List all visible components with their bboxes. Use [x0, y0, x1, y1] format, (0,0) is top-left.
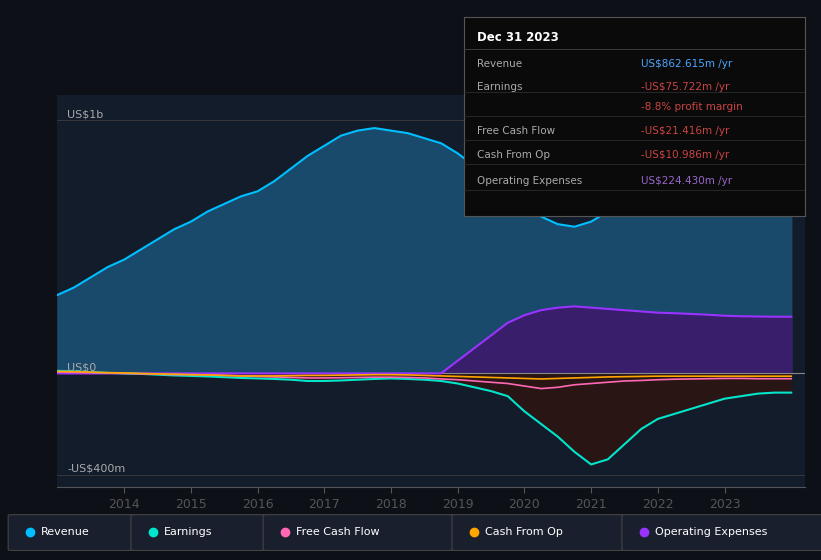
Text: -US$400m: -US$400m	[67, 463, 126, 473]
Text: -US$75.722m /yr: -US$75.722m /yr	[641, 82, 729, 92]
Text: US$0: US$0	[67, 362, 97, 372]
Text: -US$21.416m /yr: -US$21.416m /yr	[641, 126, 729, 136]
Text: Earnings: Earnings	[478, 82, 523, 92]
FancyBboxPatch shape	[8, 515, 136, 550]
FancyBboxPatch shape	[452, 515, 627, 550]
Text: Cash From Op: Cash From Op	[485, 527, 562, 537]
Text: Revenue: Revenue	[478, 59, 523, 68]
Text: -8.8% profit margin: -8.8% profit margin	[641, 102, 743, 113]
FancyBboxPatch shape	[622, 515, 821, 550]
Text: US$862.615m /yr: US$862.615m /yr	[641, 59, 732, 68]
Text: Earnings: Earnings	[164, 527, 213, 537]
FancyBboxPatch shape	[263, 515, 457, 550]
Text: Free Cash Flow: Free Cash Flow	[296, 527, 379, 537]
Text: Free Cash Flow: Free Cash Flow	[478, 126, 556, 136]
Text: US$1b: US$1b	[67, 109, 103, 119]
Text: Operating Expenses: Operating Expenses	[478, 176, 583, 186]
FancyBboxPatch shape	[131, 515, 268, 550]
Text: -US$10.986m /yr: -US$10.986m /yr	[641, 150, 729, 160]
Text: US$224.430m /yr: US$224.430m /yr	[641, 176, 732, 186]
Text: Operating Expenses: Operating Expenses	[655, 527, 767, 537]
Text: Revenue: Revenue	[41, 527, 89, 537]
Text: Dec 31 2023: Dec 31 2023	[478, 31, 559, 44]
Text: Cash From Op: Cash From Op	[478, 150, 551, 160]
